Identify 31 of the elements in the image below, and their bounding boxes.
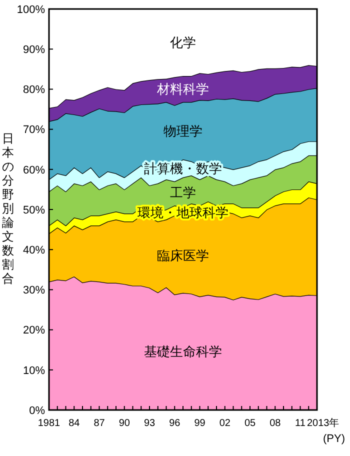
series-label: 化学 xyxy=(170,35,196,50)
series-label: 物理学 xyxy=(164,123,202,138)
x-tick-label: 87 xyxy=(94,418,106,429)
y-tick-label: 10% xyxy=(22,364,46,377)
y-tick-label: 40% xyxy=(22,244,46,256)
y-tick-label: 70% xyxy=(22,124,46,136)
y-tick-label: 60% xyxy=(22,164,46,176)
x-tick-label: 05 xyxy=(244,418,256,429)
y-tick-label: 80% xyxy=(22,84,46,96)
x-tick-label: 2013年 xyxy=(307,417,340,429)
series-label: 基礎生命科学 xyxy=(144,344,222,360)
x-tick-label: 08 xyxy=(270,418,282,429)
x-tick-label: 96 xyxy=(169,418,181,429)
text: 日本の分野別論文数割合 xyxy=(2,132,14,286)
x-tick-label: 84 xyxy=(68,418,80,429)
x-tick-label: 1981 xyxy=(38,418,61,429)
x-tick-label: 11 xyxy=(295,418,306,429)
series-label: 臨床医学 xyxy=(157,248,209,263)
y-tick-label: 20% xyxy=(22,324,46,337)
y-tick-label: 30% xyxy=(22,284,46,297)
y-tick-label: 90% xyxy=(22,44,46,56)
y-tick-label: 50% xyxy=(22,204,46,216)
x-tick-label: 93 xyxy=(144,418,156,429)
x-tick-label: 90 xyxy=(118,418,130,429)
x-tick-label: 99 xyxy=(194,418,206,429)
y-tick-label: 100% xyxy=(16,4,46,16)
x-axis-title: (PY) xyxy=(323,433,345,445)
series-label: 材料科学 xyxy=(156,82,209,97)
x-tick-label: 02 xyxy=(219,418,231,429)
series-label: 工学 xyxy=(170,185,196,200)
y-tick-label: 0% xyxy=(29,404,46,417)
